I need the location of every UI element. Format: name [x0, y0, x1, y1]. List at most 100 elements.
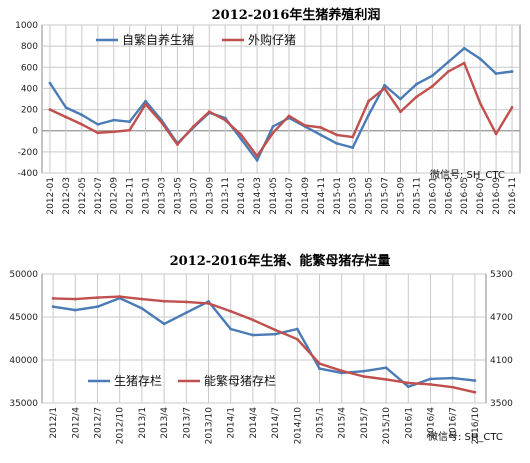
- data-point: [96, 305, 99, 309]
- data-point: [494, 132, 498, 136]
- x-tick-label: 2012-05: [78, 177, 88, 215]
- chart-profit: 2012-2016年生猪养殖利润 -400 -200 0 200 400 600 800 10…: [15, 7, 521, 215]
- data-point: [271, 131, 275, 135]
- data-point: [51, 305, 55, 309]
- data-point: [478, 101, 482, 105]
- x-tick-label: 2013-11: [221, 177, 231, 215]
- y2-tick-label: 3500: [490, 399, 513, 409]
- data-point: [176, 143, 179, 146]
- data-point: [239, 133, 243, 137]
- watermark-text: 微信号: SH_CTC: [430, 168, 505, 181]
- data-point: [430, 74, 434, 78]
- data-point: [415, 95, 418, 99]
- data-point: [128, 128, 132, 132]
- data-point: [415, 82, 418, 86]
- data-point: [399, 110, 402, 114]
- data-point: [287, 114, 291, 118]
- x-tick-label: 2014/1: [227, 407, 237, 439]
- data-point: [362, 375, 366, 378]
- data-point: [335, 142, 339, 145]
- data-point: [430, 84, 434, 88]
- data-point: [319, 133, 323, 137]
- x-tick-label: 2014-01: [237, 177, 247, 215]
- data-point: [112, 118, 116, 122]
- y-tick-label: 35000: [9, 399, 38, 409]
- data-point: [273, 332, 277, 336]
- data-point: [451, 376, 455, 380]
- x-tick-label: 2012/4: [71, 407, 81, 439]
- data-point: [80, 113, 84, 117]
- x-tick-label: 2014/4: [249, 407, 259, 439]
- data-point: [140, 307, 144, 310]
- data-point: [73, 308, 77, 312]
- y-tick-label: 50000: [9, 270, 38, 280]
- x-tick-label: 2015-05: [365, 177, 375, 215]
- data-point: [48, 81, 52, 85]
- x-tick-label: 2016/4: [427, 407, 437, 439]
- data-point: [223, 118, 227, 122]
- data-point: [112, 130, 116, 134]
- data-point: [429, 377, 432, 381]
- x-tick-label: 2014-05: [269, 177, 279, 215]
- data-point: [429, 382, 432, 386]
- data-point: [367, 99, 371, 103]
- data-point: [191, 125, 195, 128]
- data-point: [96, 131, 100, 135]
- x-tick-label: 2016-03: [444, 177, 454, 215]
- chart-inventory: 2012-2016年生猪、能繁母猪存栏量 35000 40000 45000 5000…: [9, 253, 513, 444]
- x-tick-label: 2012/10: [116, 407, 126, 445]
- data-point: [510, 70, 514, 73]
- data-point: [184, 311, 188, 315]
- watermark-text: 微信号: SH_CTC: [428, 430, 503, 443]
- data-point: [162, 322, 166, 326]
- y-tick-label: 800: [21, 42, 38, 52]
- data-point: [362, 369, 366, 373]
- x-tick-label: 2013-05: [173, 177, 183, 215]
- data-point: [446, 70, 450, 73]
- x-tick-label: 2013/7: [182, 407, 192, 439]
- x-tick-label: 2015-03: [349, 177, 359, 215]
- data-point: [51, 296, 55, 300]
- x-tick-label: 2013-09: [205, 177, 215, 215]
- data-point: [406, 381, 410, 385]
- series-line: [53, 295, 476, 394]
- data-point: [406, 385, 410, 389]
- data-point: [160, 120, 163, 124]
- data-point: [251, 318, 255, 322]
- data-point: [162, 299, 166, 303]
- series-line: [48, 47, 513, 162]
- x-tick-label: 2013/10: [205, 407, 215, 445]
- data-point: [462, 46, 466, 50]
- data-point: [383, 87, 386, 90]
- data-point: [140, 297, 144, 301]
- chart-title: 2012-2016年生猪养殖利润: [212, 7, 381, 23]
- x-tick-label: 2016/1: [404, 407, 414, 439]
- data-point: [64, 115, 68, 119]
- y-tick-label: 45000: [9, 313, 38, 323]
- x-tick-label: 2014-11: [317, 177, 327, 215]
- x-tick-label: 2014-03: [253, 177, 263, 215]
- data-point: [462, 61, 466, 65]
- data-point: [351, 135, 355, 139]
- data-point: [207, 301, 210, 305]
- data-point: [144, 99, 147, 103]
- data-point: [478, 57, 482, 61]
- data-point: [239, 137, 243, 141]
- data-point: [80, 122, 84, 126]
- y-tick-label: -200: [18, 148, 39, 158]
- chart-title: 2012-2016年生猪、能繁母猪存栏量: [170, 253, 391, 269]
- y2-tick-label: 4100: [490, 356, 513, 366]
- y-tick-label: 400: [21, 84, 38, 94]
- y2-tick-label: 4700: [490, 313, 513, 323]
- x-tick-label: 2012-09: [110, 177, 120, 215]
- x-tick-label: 2015-11: [412, 177, 422, 215]
- y-tick-label: 40000: [9, 356, 38, 366]
- x-tick-label: 2015-09: [397, 177, 407, 215]
- x-tick-label: 2015/1: [316, 407, 326, 439]
- data-point: [255, 154, 259, 158]
- data-point: [351, 146, 355, 150]
- x-tick-label: 2012-03: [62, 177, 72, 215]
- data-point: [251, 333, 255, 337]
- data-point: [318, 367, 321, 370]
- data-point: [473, 390, 477, 394]
